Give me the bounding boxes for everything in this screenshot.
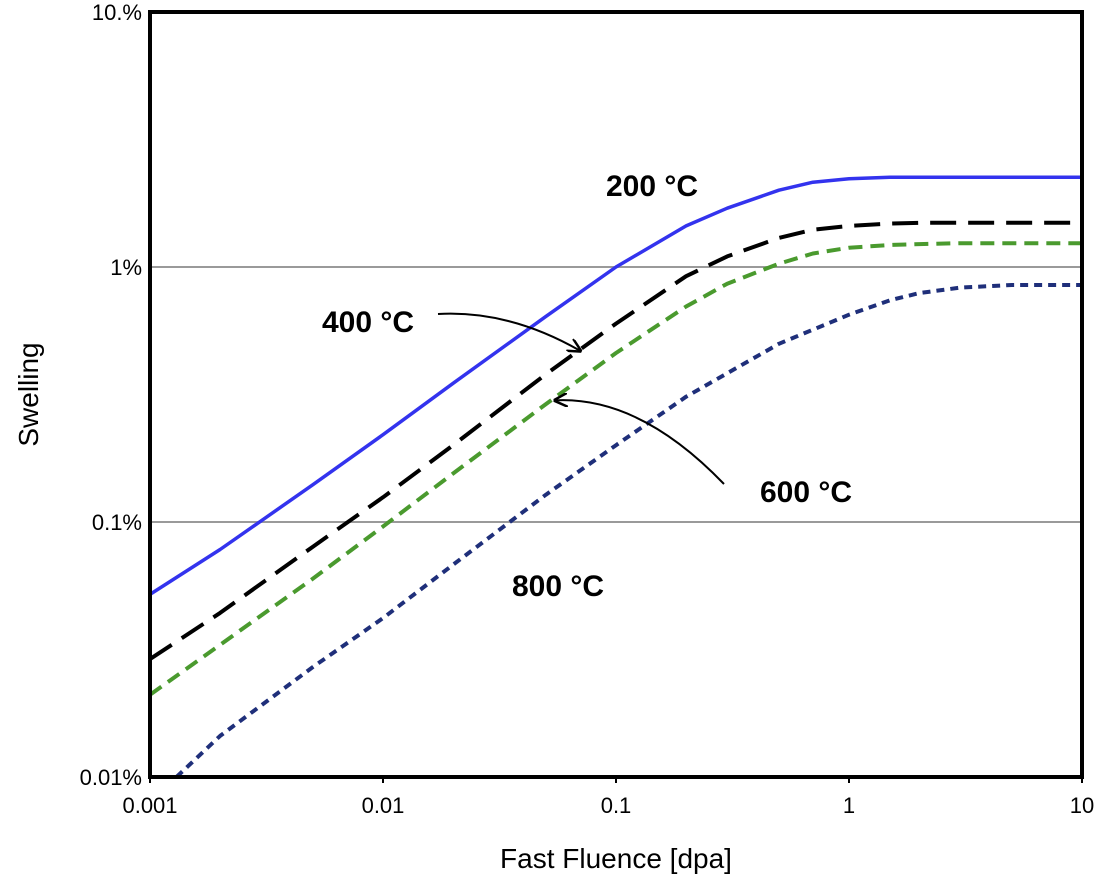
plot-frame bbox=[148, 10, 1084, 779]
y-tick-label: 1% bbox=[110, 255, 142, 280]
x-tick-label: 0.1 bbox=[601, 793, 632, 818]
x-tick-label: 0.01 bbox=[362, 793, 405, 818]
x-axis-title: Fast Fluence [dpa] bbox=[500, 843, 732, 874]
series-label-600: 600 °C bbox=[760, 476, 852, 509]
series-label-200: 200 °C bbox=[606, 170, 698, 203]
annotation-layer: 200 °C 400 °C 600 °C 800 °C bbox=[322, 170, 852, 603]
y-tick-label: 0.01% bbox=[80, 765, 142, 790]
tick-layer: 0.001 0.01 0.1 1 10 0.01% 0.1% 1% 10.% bbox=[80, 0, 1095, 818]
annotation-arrow-600 bbox=[556, 400, 725, 485]
series-layer bbox=[148, 175, 1082, 779]
series-label-400: 400 °C bbox=[322, 306, 414, 339]
x-tick-label: 1 bbox=[843, 793, 855, 818]
series-line-800 bbox=[175, 283, 1082, 779]
y-axis-title: Swelling bbox=[13, 342, 44, 446]
x-tick-label: 10 bbox=[1070, 793, 1094, 818]
series-line-200 bbox=[149, 175, 1082, 596]
annotation-arrow-400 bbox=[437, 312, 580, 351]
series-label-800: 800 °C bbox=[512, 570, 604, 603]
series-line-400 bbox=[148, 220, 1082, 661]
grid-layer bbox=[150, 266, 1082, 523]
y-tick-label: 10.% bbox=[92, 0, 142, 25]
y-tick-label: 0.1% bbox=[92, 510, 142, 535]
series-line-600 bbox=[148, 241, 1082, 697]
x-tick-label: 0.001 bbox=[122, 793, 177, 818]
